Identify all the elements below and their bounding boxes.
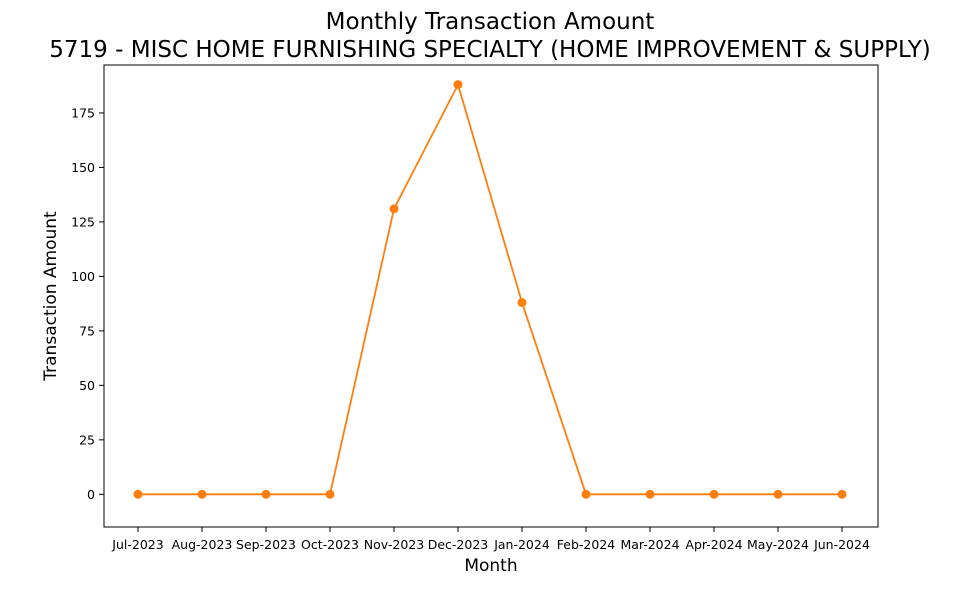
series-line — [138, 83, 842, 496]
x-tick-label: Jul-2023 — [111, 537, 163, 552]
y-tick-label: 75 — [79, 323, 95, 338]
data-point — [197, 489, 207, 499]
y-tick-label: 100 — [71, 269, 95, 284]
y-tick-label: 25 — [79, 432, 95, 447]
series-points — [133, 80, 847, 499]
data-point — [325, 489, 335, 499]
chart-subtitle: 5719 - MISC HOME FURNISHING SPECIALTY (H… — [49, 37, 930, 63]
chart-title: Monthly Transaction Amount — [326, 9, 655, 35]
x-tick-label: Jun-2024 — [813, 537, 870, 552]
x-tick-label: Mar-2024 — [620, 537, 679, 552]
data-point — [133, 489, 143, 499]
y-tick-label: 150 — [71, 160, 95, 175]
y-tick-label: 175 — [71, 105, 95, 120]
x-tick-label: Aug-2023 — [172, 537, 233, 552]
data-point — [261, 489, 271, 499]
data-point — [581, 489, 591, 499]
x-tick-label: May-2024 — [747, 537, 809, 552]
data-point — [709, 489, 719, 499]
x-axis-ticks: Jul-2023 Aug-2023 Sep-2023 Oct-2023 Nov-2023… — [111, 527, 870, 552]
x-tick-label: Jan-2024 — [493, 537, 550, 552]
x-axis-label: Month — [464, 556, 517, 576]
y-axis-label: Transaction Amount — [41, 211, 61, 382]
x-tick-label: Sep-2023 — [236, 537, 296, 552]
x-tick-label: Nov-2023 — [364, 537, 424, 552]
y-tick-label: 125 — [71, 214, 95, 229]
x-tick-label: Dec-2023 — [428, 537, 489, 552]
y-tick-label: 0 — [87, 487, 95, 502]
y-axis-ticks: 0 25 50 75 100 125 150 175 — [71, 105, 104, 502]
data-point — [453, 80, 463, 90]
data-point — [645, 489, 655, 499]
data-point — [389, 204, 399, 214]
y-tick-label: 50 — [79, 378, 95, 393]
data-point — [837, 489, 847, 499]
x-tick-label: Apr-2024 — [685, 537, 742, 552]
plot-frame — [103, 64, 879, 528]
x-tick-label: Oct-2023 — [301, 537, 359, 552]
data-point — [773, 489, 783, 499]
x-tick-label: Feb-2024 — [557, 537, 616, 552]
data-point — [517, 298, 527, 308]
